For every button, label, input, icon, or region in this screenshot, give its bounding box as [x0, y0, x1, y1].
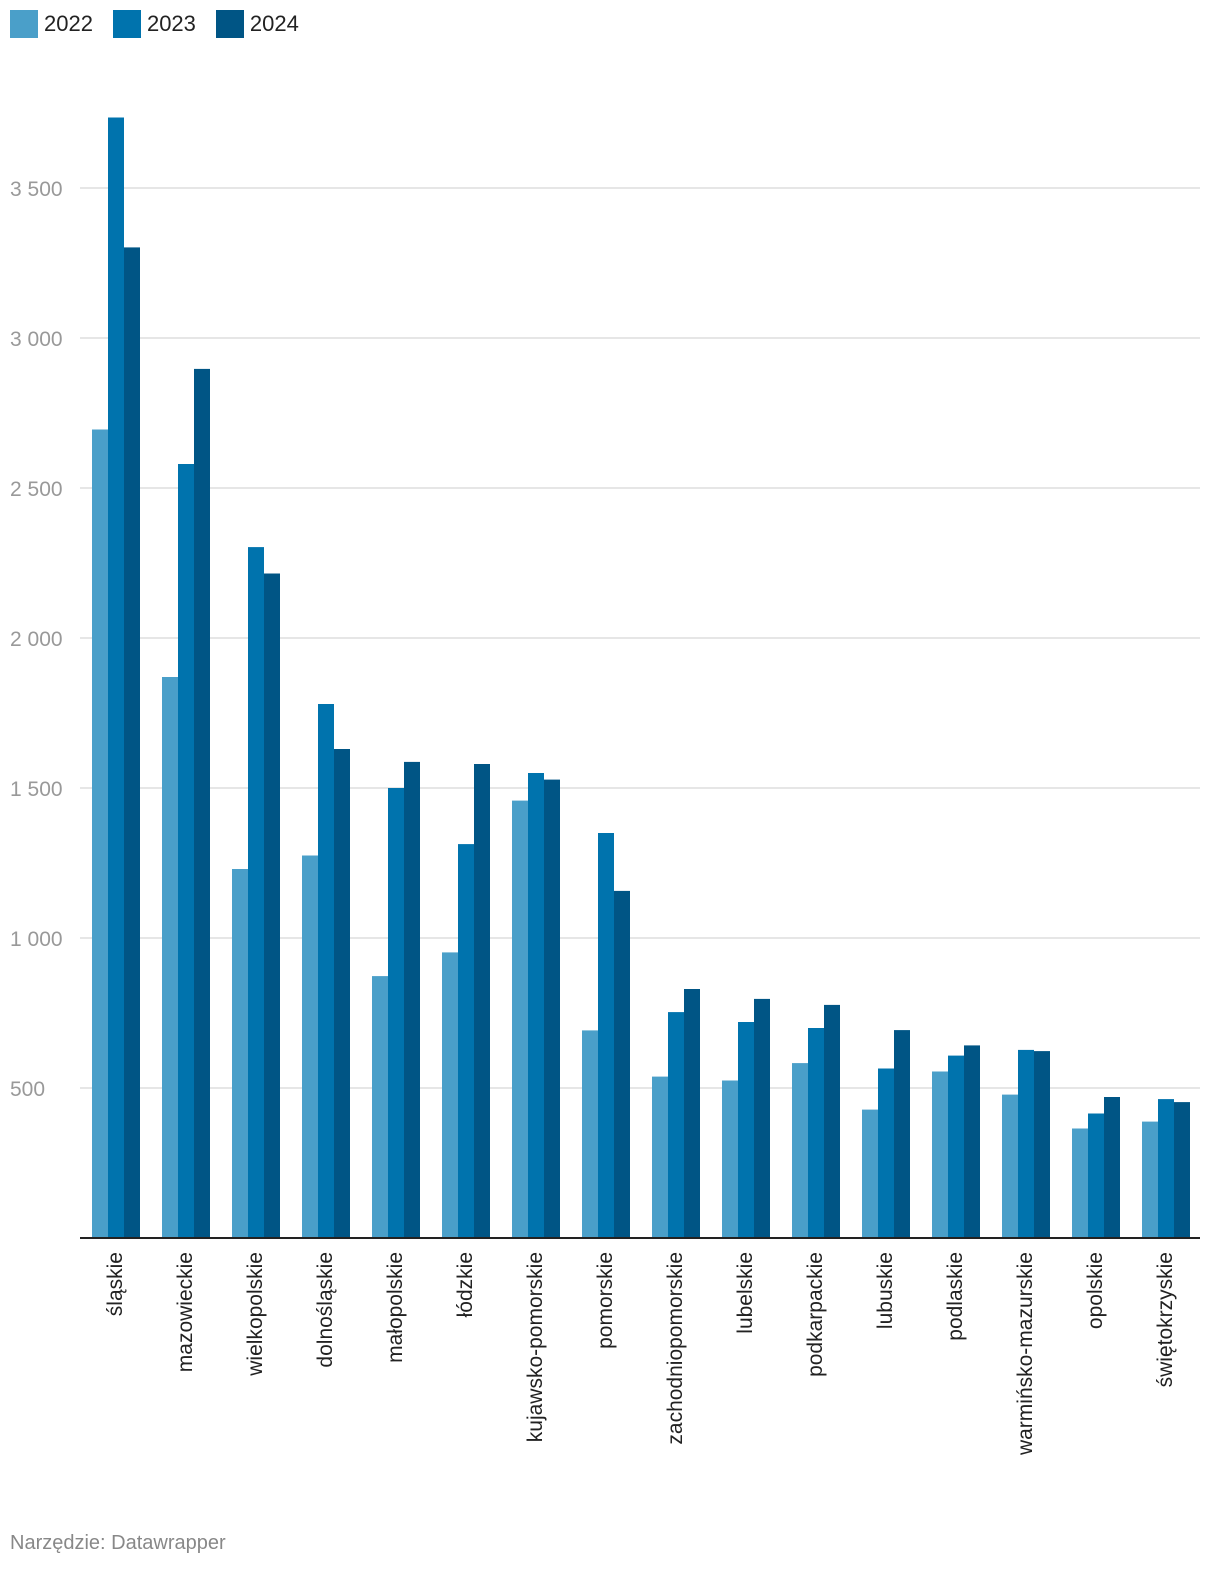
bar-2024-5 [474, 764, 490, 1238]
x-tick-label-1: mazowieckie [174, 1252, 197, 1372]
y-tick-label-1500: 1 500 [10, 778, 63, 801]
bar-2023-10 [808, 1028, 824, 1238]
x-tick-label-0: śląskie [104, 1252, 127, 1316]
legend-label-2023: 2023 [146, 11, 196, 36]
bar-2024-0 [124, 247, 140, 1238]
bar-2022-15 [1142, 1121, 1158, 1238]
bar-2022-11 [862, 1109, 878, 1238]
x-tick-label-3: dolnośląskie [314, 1252, 337, 1368]
bar-2023-11 [878, 1068, 894, 1238]
bar-2022-4 [372, 976, 388, 1238]
bar-2022-7 [582, 1030, 598, 1238]
x-tick-label-15: świętokrzyskie [1154, 1252, 1177, 1387]
x-tick-label-6: kujawsko-pomorskie [524, 1252, 547, 1442]
bar-2022-12 [932, 1071, 948, 1238]
bar-2022-0 [92, 429, 108, 1238]
x-tick-label-12: podlaskie [944, 1252, 967, 1341]
bar-2022-6 [512, 800, 528, 1238]
bar-2024-3 [334, 749, 350, 1238]
y-tick-label-500: 500 [10, 1078, 45, 1101]
legend: 2022 2023 2024 [10, 10, 319, 38]
bar-2022-3 [302, 855, 318, 1238]
bar-2024-13 [1034, 1051, 1050, 1238]
legend-item-2024: 2024 [215, 10, 299, 38]
bar-2024-10 [824, 1004, 840, 1238]
bar-2024-4 [404, 761, 420, 1238]
bar-2022-2 [232, 869, 248, 1238]
bar-2024-9 [754, 998, 770, 1238]
bar-2023-15 [1158, 1099, 1174, 1238]
bar-2023-13 [1018, 1049, 1034, 1238]
bar-2024-11 [894, 1030, 910, 1238]
y-tick-label-2000: 2 000 [10, 628, 63, 651]
bar-2023-9 [738, 1022, 754, 1238]
x-tick-label-5: łódzkie [454, 1252, 477, 1317]
bar-2024-6 [544, 779, 560, 1238]
bar-2022-8 [652, 1076, 668, 1238]
x-tick-label-9: lubelskie [734, 1252, 757, 1334]
legend-item-2023: 2023 [112, 10, 196, 38]
bar-2023-3 [318, 704, 334, 1238]
bar-2022-10 [792, 1063, 808, 1238]
bar-2024-7 [614, 890, 630, 1238]
bar-2023-0 [108, 117, 124, 1238]
bar-2024-15 [1174, 1102, 1190, 1238]
bar-2023-2 [248, 547, 264, 1238]
x-tick-label-2: wielkopolskie [244, 1252, 267, 1377]
bar-2024-1 [194, 368, 210, 1238]
bar-2023-14 [1088, 1113, 1104, 1238]
bar-2023-12 [948, 1055, 964, 1238]
y-tick-label-3500: 3 500 [10, 178, 63, 201]
bar-2023-1 [178, 464, 194, 1238]
legend-item-2022: 2022 [10, 10, 93, 38]
x-tick-label-8: zachodniopomorskie [664, 1252, 687, 1445]
y-tick-label-3000: 3 000 [10, 328, 63, 351]
bar-2023-5 [458, 844, 474, 1238]
bar-2024-8 [684, 989, 700, 1238]
x-tick-label-11: lubuskie [874, 1252, 897, 1329]
y-tick-label-2500: 2 500 [10, 478, 63, 501]
bar-2022-9 [722, 1080, 738, 1238]
x-tick-label-14: opolskie [1084, 1252, 1107, 1329]
legend-swatch-2022 [10, 10, 38, 38]
x-tick-label-7: pomorskie [594, 1252, 617, 1349]
bar-2024-14 [1104, 1097, 1120, 1238]
x-tick-label-13: warmińsko-mazurskie [1014, 1252, 1037, 1456]
legend-label-2024: 2024 [249, 11, 299, 36]
bar-2023-6 [528, 773, 544, 1238]
bar-2024-2 [264, 573, 280, 1238]
bar-2022-5 [442, 952, 458, 1238]
bar-2023-4 [388, 788, 404, 1238]
legend-label-2022: 2022 [44, 11, 93, 36]
bar-2023-7 [598, 833, 614, 1238]
bar-2022-1 [162, 677, 178, 1238]
legend-swatch-2023 [112, 10, 141, 38]
legend-swatch-2024 [215, 10, 244, 38]
bar-2022-13 [1002, 1094, 1018, 1238]
x-tick-label-10: podkarpackie [804, 1252, 827, 1377]
bar-2022-14 [1072, 1128, 1088, 1238]
bar-2024-12 [964, 1045, 980, 1238]
source-note: Narzędzie: Datawrapper [10, 1532, 226, 1554]
bar-2023-8 [668, 1012, 684, 1238]
x-tick-label-4: małopolskie [384, 1252, 407, 1363]
y-tick-label-1000: 1 000 [10, 928, 63, 951]
